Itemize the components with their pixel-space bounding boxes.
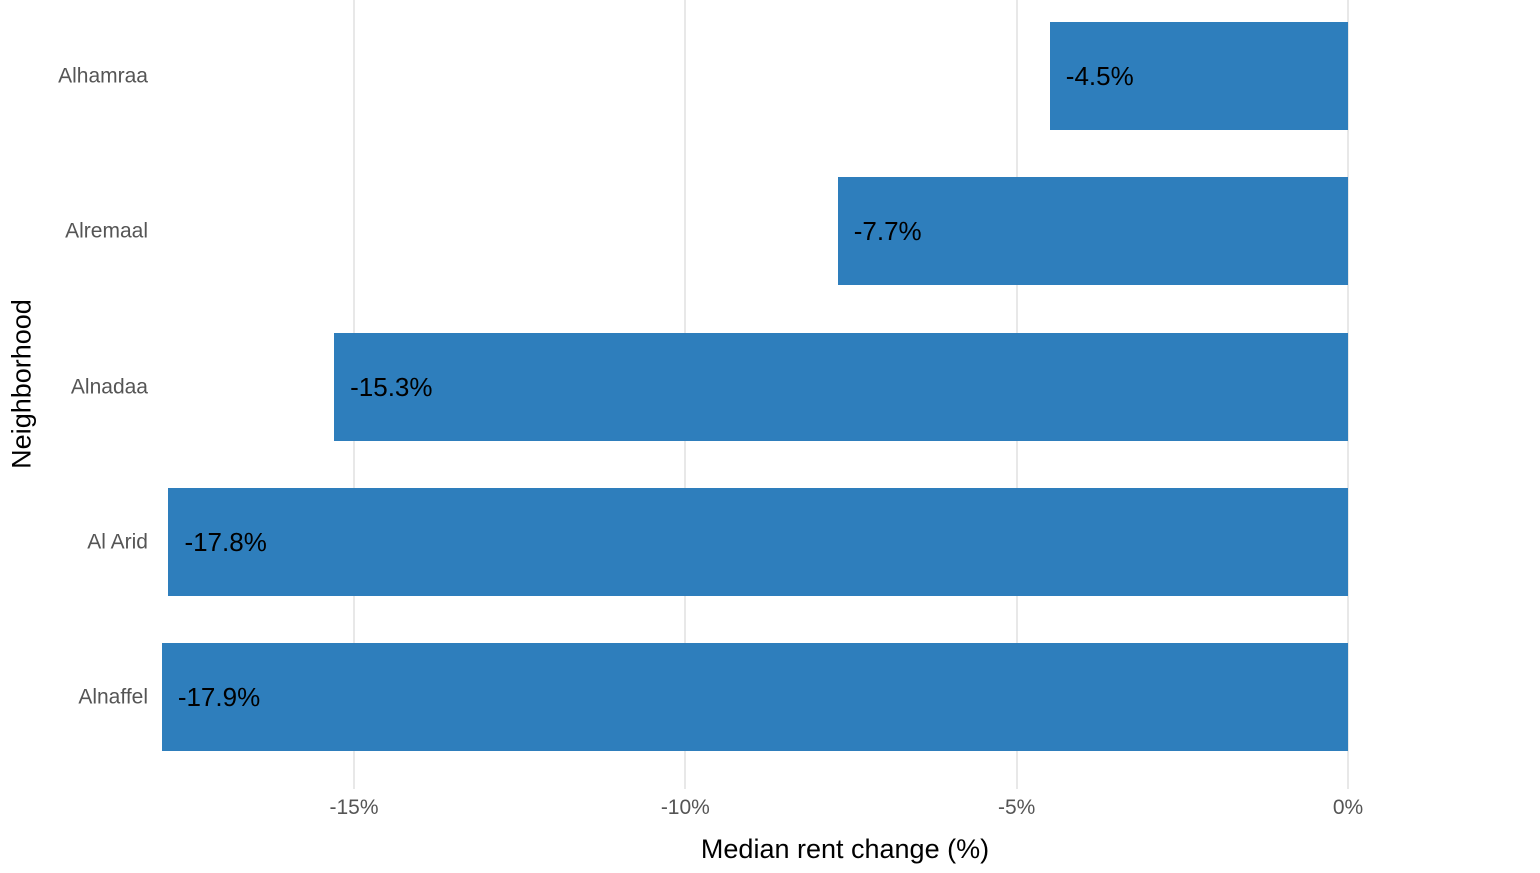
category-label-Alnadaa: Alnadaa	[70, 375, 148, 398]
bar-Al Arid	[168, 487, 1348, 596]
x-axis-title: Median rent change (%)	[700, 834, 990, 864]
gridline-0%	[1347, 0, 1349, 789]
bar-Alnaffel	[161, 643, 1348, 751]
x-tick-label-0%: 0%	[1332, 796, 1364, 819]
bar-value-label: -17.9%	[177, 682, 261, 712]
x-tick-label--15%: -15%	[329, 796, 379, 819]
category-label-Alnaffel: Alnaffel	[78, 685, 148, 709]
category-label-Alremaal: Alremaal	[65, 219, 148, 243]
bar-Alhamraa	[1049, 22, 1348, 130]
bar-value-label: -15.3%	[350, 371, 433, 402]
bar-value-label: -4.5%	[1065, 61, 1134, 91]
y-axis-title: Neighborhood	[6, 299, 37, 469]
bar-Alremaal	[837, 177, 1348, 286]
x-tick-label--10%: -10%	[660, 796, 710, 819]
bar-value-label: -17.8%	[184, 526, 267, 557]
bar-Alnadaa	[334, 332, 1348, 441]
bar-value-label: -7.7%	[853, 216, 922, 247]
category-label-Alhamraa: Alhamraa	[58, 64, 148, 88]
category-label-Al Arid: Al Arid	[87, 530, 148, 554]
x-tick-label--5%: -5%	[997, 796, 1036, 819]
